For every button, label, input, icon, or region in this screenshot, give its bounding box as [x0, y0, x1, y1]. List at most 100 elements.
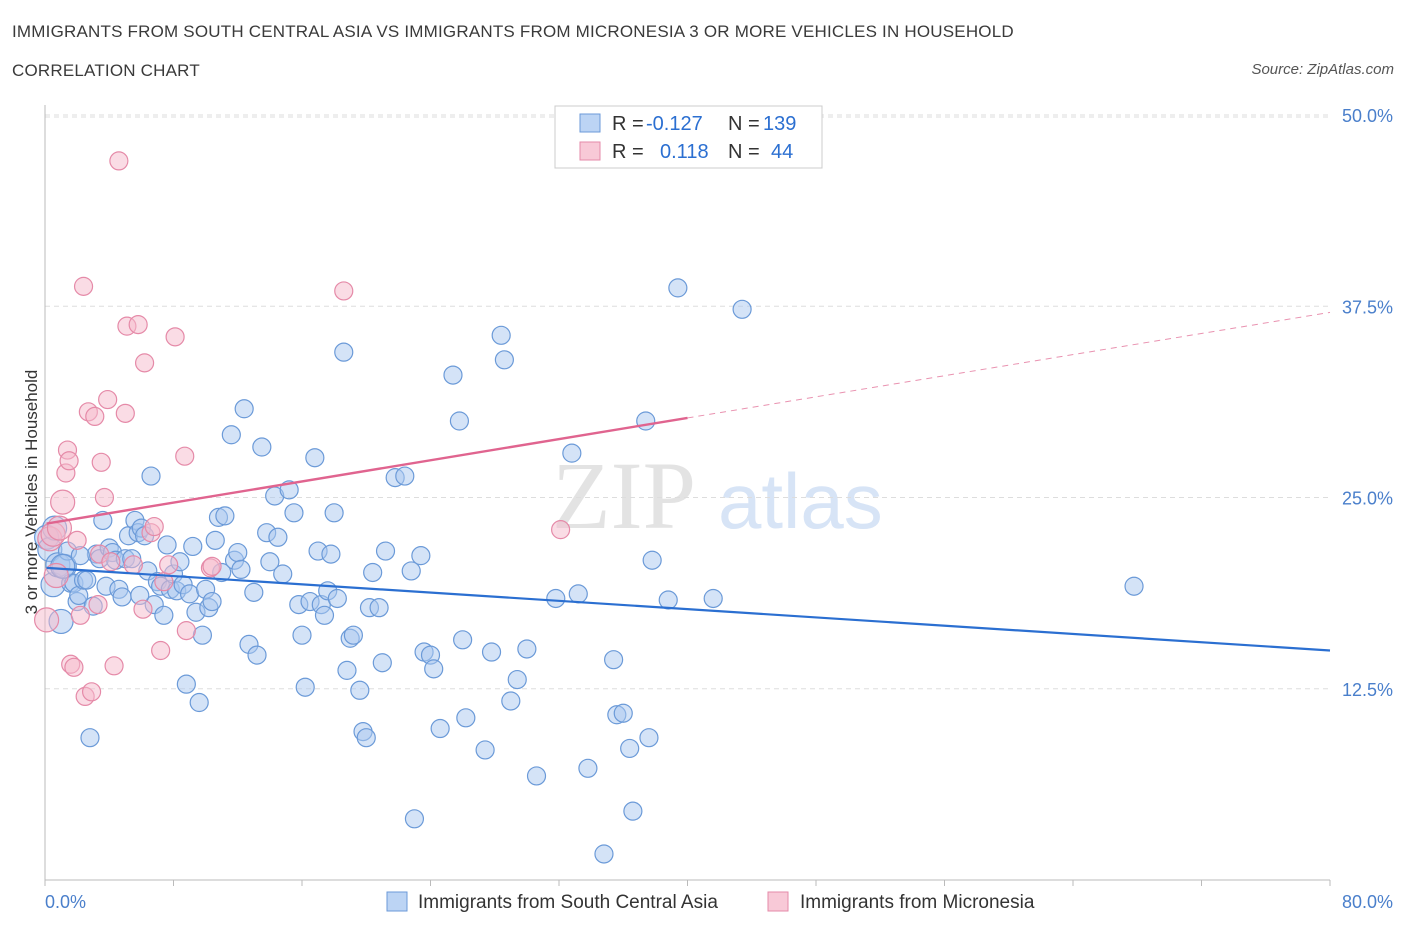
legend-n-label-2: N = [728, 141, 760, 163]
point-sca-133 [703, 588, 723, 609]
y-tick-label-2: 37.5% [1342, 297, 1393, 317]
point-mic-41 [202, 556, 222, 576]
point-mic-26 [115, 403, 135, 423]
point-sca-64 [247, 645, 267, 665]
legend-r-label-1: R = [612, 113, 644, 135]
point-mic-23 [101, 552, 121, 572]
point-sca-132 [668, 278, 688, 298]
legend-n-label-1: N = [728, 113, 760, 135]
y-tick-labels: 12.5% 25.0% 37.5% 50.0% [1342, 106, 1393, 700]
legend-swatch-blue [579, 113, 601, 133]
point-sca-106 [443, 365, 463, 385]
point-mic-38 [175, 446, 195, 466]
point-mic-10 [64, 657, 84, 677]
point-mic-18 [88, 594, 108, 615]
point-sca-96 [375, 541, 396, 561]
point-sca-131 [658, 590, 678, 610]
point-sca-69 [268, 527, 288, 547]
point-sca-56 [215, 506, 235, 526]
point-sca-114 [501, 691, 521, 711]
point-sca-116 [517, 639, 537, 659]
point-sca-75 [295, 677, 315, 697]
point-sca-111 [481, 642, 502, 662]
point-mic-11 [67, 530, 87, 550]
point-mic-29 [128, 315, 148, 335]
point-mic-42 [334, 281, 354, 301]
legend-n-value-2: 44 [771, 141, 793, 163]
point-sca-120 [568, 584, 588, 604]
point-mic-31 [134, 353, 155, 373]
chart-subtitle: CORRELATION CHART [12, 61, 200, 80]
legend-n-value-1: 139 [763, 113, 796, 135]
point-sca-45 [179, 584, 200, 604]
point-sca-77 [305, 448, 325, 468]
y-axis-label: 3 or more Vehicles in Household [22, 370, 41, 615]
point-sca-60 [231, 559, 251, 580]
point-sca-63 [244, 582, 264, 602]
point-mic-30 [133, 599, 153, 619]
point-mic-16 [81, 682, 102, 702]
point-sca-14 [80, 728, 100, 748]
point-mic-20 [91, 452, 111, 472]
point-mic-33 [144, 516, 164, 537]
legend-r-value-2: 0.118 [660, 141, 709, 163]
point-sca-98 [395, 466, 415, 486]
series-micronesia [34, 151, 571, 707]
point-mic-24 [104, 656, 124, 676]
point-sca-88 [343, 625, 363, 645]
point-sca-53 [205, 530, 225, 550]
point-sca-101 [411, 546, 431, 566]
axes [44, 105, 1331, 886]
point-sca-129 [639, 728, 659, 748]
point-sca-107 [449, 411, 470, 431]
point-mic-36 [159, 555, 179, 575]
bottom-legend-label-blue: Immigrants from South Central Asia [418, 892, 718, 913]
point-sca-130 [642, 550, 662, 570]
y-tick-label-0: 12.5% [1342, 680, 1393, 700]
point-mic-37 [165, 327, 185, 347]
point-sca-48 [189, 692, 209, 713]
point-sca-83 [324, 503, 344, 523]
point-sca-127 [623, 801, 643, 821]
point-sca-38 [157, 535, 177, 555]
point-sca-82 [321, 544, 341, 564]
point-sca-112 [491, 325, 511, 345]
point-sca-91 [356, 728, 376, 748]
point-sca-121 [578, 758, 598, 778]
point-sca-74 [292, 625, 312, 645]
point-sca-52 [202, 591, 222, 612]
point-sca-59 [228, 542, 248, 563]
point-sca-13 [77, 570, 97, 590]
point-sca-93 [363, 562, 383, 583]
trend-line-mic [46, 416, 688, 525]
bottom-legend-swatch-blue [386, 891, 408, 912]
series-legend: Immigrants from South Central Asia Immig… [386, 891, 1035, 913]
legend-r-label-2: R = [612, 141, 644, 163]
point-sca-94 [369, 598, 389, 618]
x-tick-label-1: 80.0% [1342, 892, 1393, 912]
point-mic-12 [70, 605, 90, 625]
stats-legend: R = -0.127 N = 139 R = 0.118 N = 44 [554, 105, 823, 169]
y-tick-label-1: 25.0% [1342, 489, 1393, 509]
point-sca-126 [620, 738, 640, 759]
trend-line-sca [46, 566, 1331, 652]
y-tick-label-3: 50.0% [1342, 106, 1393, 126]
point-sca-122 [594, 844, 614, 864]
point-sca-104 [424, 659, 444, 679]
point-sca-46 [183, 536, 203, 557]
point-sca-65 [252, 437, 272, 457]
point-sca-110 [475, 740, 495, 760]
point-sca-117 [526, 766, 547, 786]
x-tick-label-0: 0.0% [45, 892, 86, 912]
point-sca-128 [636, 411, 656, 431]
point-mic-34 [151, 640, 171, 661]
point-sca-135 [1124, 576, 1144, 596]
watermark-atlas: atlas [718, 457, 883, 545]
point-sca-123 [604, 650, 624, 670]
point-mic-0 [34, 607, 60, 633]
point-sca-108 [453, 630, 473, 650]
point-sca-109 [456, 708, 476, 728]
trend-line-mic-extension [687, 311, 1331, 419]
point-sca-99 [401, 561, 421, 581]
